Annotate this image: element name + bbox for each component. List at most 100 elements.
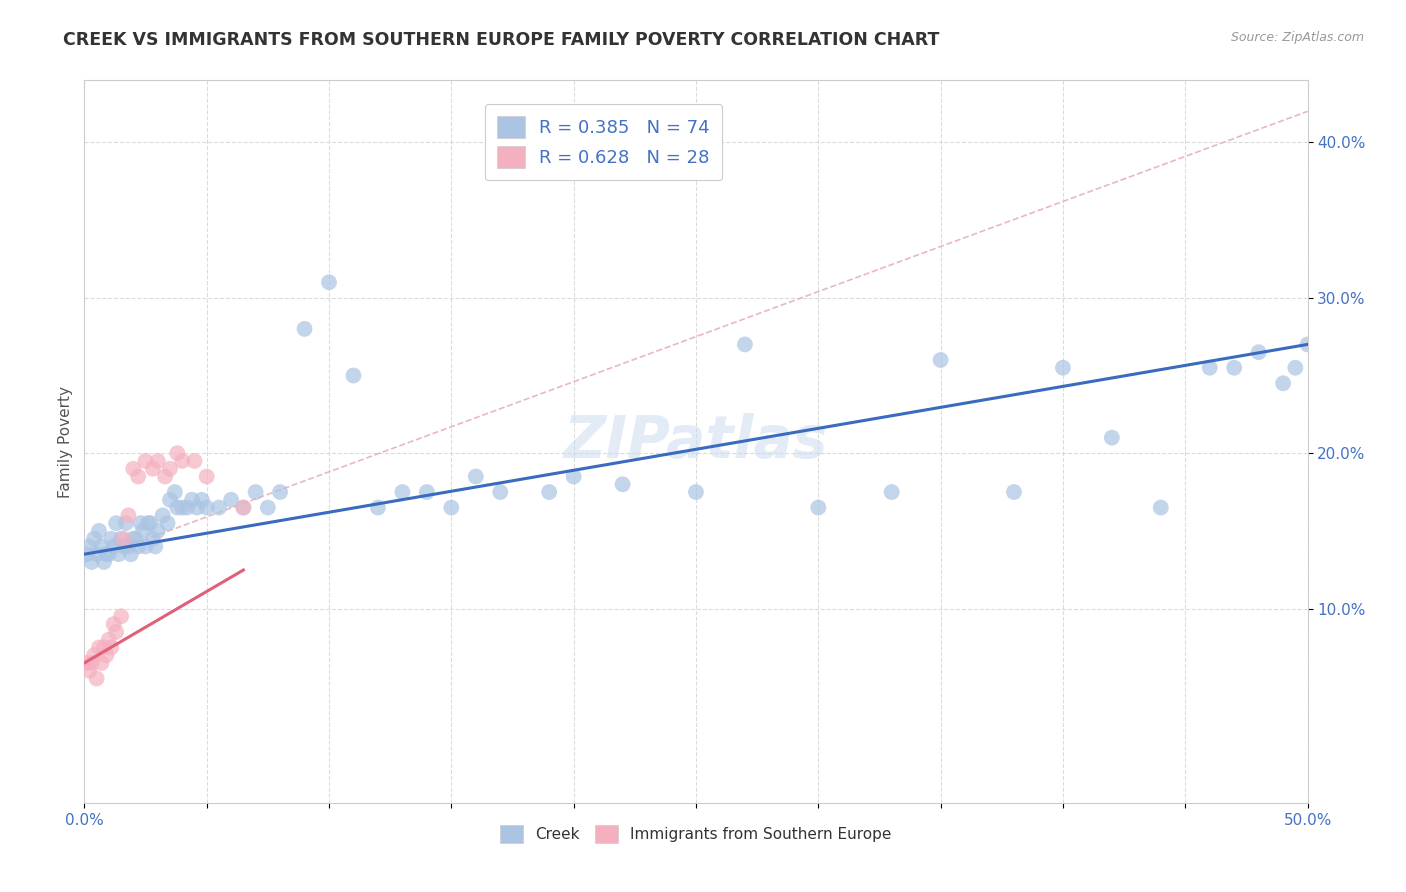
Y-axis label: Family Poverty: Family Poverty xyxy=(58,385,73,498)
Point xyxy=(146,524,169,538)
Point xyxy=(86,547,108,561)
Point xyxy=(87,640,110,655)
Point xyxy=(880,485,903,500)
Point xyxy=(110,609,132,624)
Point xyxy=(1247,345,1270,359)
Point xyxy=(96,547,118,561)
Point xyxy=(219,492,242,507)
Text: CREEK VS IMMIGRANTS FROM SOUTHERN EUROPE FAMILY POVERTY CORRELATION CHART: CREEK VS IMMIGRANTS FROM SOUTHERN EUROPE… xyxy=(63,31,939,49)
Point xyxy=(342,368,364,383)
Point xyxy=(83,648,105,663)
Point xyxy=(367,500,389,515)
Point xyxy=(734,337,756,351)
Point xyxy=(562,469,585,483)
Point xyxy=(112,532,135,546)
Point xyxy=(257,500,280,515)
Point xyxy=(112,540,135,554)
Point xyxy=(105,624,128,639)
Point xyxy=(93,640,115,655)
Point xyxy=(166,446,188,460)
Point xyxy=(156,516,179,530)
Point xyxy=(122,461,145,475)
Point xyxy=(318,275,340,289)
Point xyxy=(166,500,188,515)
Point xyxy=(77,664,100,678)
Point xyxy=(86,672,108,686)
Point xyxy=(139,516,162,530)
Point xyxy=(464,469,486,483)
Point xyxy=(153,469,176,483)
Point xyxy=(80,555,103,569)
Point xyxy=(195,469,218,483)
Point xyxy=(135,454,157,468)
Point xyxy=(1052,360,1074,375)
Point xyxy=(120,547,142,561)
Point xyxy=(115,516,138,530)
Point xyxy=(76,656,98,670)
Point xyxy=(1101,431,1123,445)
Point xyxy=(172,454,194,468)
Point xyxy=(129,516,152,530)
Point xyxy=(440,500,463,515)
Point xyxy=(132,524,155,538)
Point xyxy=(103,617,125,632)
Point xyxy=(159,461,181,475)
Point xyxy=(1150,500,1173,515)
Point xyxy=(97,632,120,647)
Point xyxy=(125,532,148,546)
Text: Source: ZipAtlas.com: Source: ZipAtlas.com xyxy=(1230,31,1364,45)
Point xyxy=(232,500,254,515)
Point xyxy=(100,532,122,546)
Point xyxy=(1272,376,1295,391)
Point xyxy=(181,492,204,507)
Point xyxy=(269,485,291,500)
Point xyxy=(127,469,149,483)
Point xyxy=(135,540,157,554)
Point xyxy=(142,532,165,546)
Point xyxy=(195,500,218,515)
Point xyxy=(489,485,512,500)
Point xyxy=(87,524,110,538)
Point xyxy=(152,508,174,523)
Point xyxy=(391,485,413,500)
Point xyxy=(186,500,208,515)
Point xyxy=(183,454,205,468)
Point xyxy=(143,540,166,554)
Point xyxy=(416,485,439,500)
Point xyxy=(97,547,120,561)
Point xyxy=(90,540,112,554)
Point xyxy=(76,547,98,561)
Point xyxy=(1002,485,1025,500)
Point xyxy=(127,540,149,554)
Point xyxy=(245,485,267,500)
Point xyxy=(83,532,105,546)
Point xyxy=(176,500,198,515)
Point xyxy=(100,640,122,655)
Point xyxy=(117,540,139,554)
Point xyxy=(103,540,125,554)
Point xyxy=(1284,360,1306,375)
Text: ZIPatlas: ZIPatlas xyxy=(564,413,828,470)
Point xyxy=(612,477,634,491)
Point xyxy=(1198,360,1220,375)
Legend: Creek, Immigrants from Southern Europe: Creek, Immigrants from Southern Europe xyxy=(494,819,898,849)
Point xyxy=(163,485,186,500)
Point xyxy=(159,492,181,507)
Point xyxy=(1296,337,1319,351)
Point xyxy=(107,547,129,561)
Point xyxy=(96,648,118,663)
Point xyxy=(208,500,231,515)
Point xyxy=(117,508,139,523)
Point xyxy=(90,656,112,670)
Point xyxy=(191,492,214,507)
Point xyxy=(136,516,159,530)
Point xyxy=(80,656,103,670)
Point xyxy=(807,500,830,515)
Point xyxy=(685,485,707,500)
Point xyxy=(110,532,132,546)
Point xyxy=(929,353,952,368)
Point xyxy=(93,555,115,569)
Point xyxy=(146,454,169,468)
Point xyxy=(232,500,254,515)
Point xyxy=(122,532,145,546)
